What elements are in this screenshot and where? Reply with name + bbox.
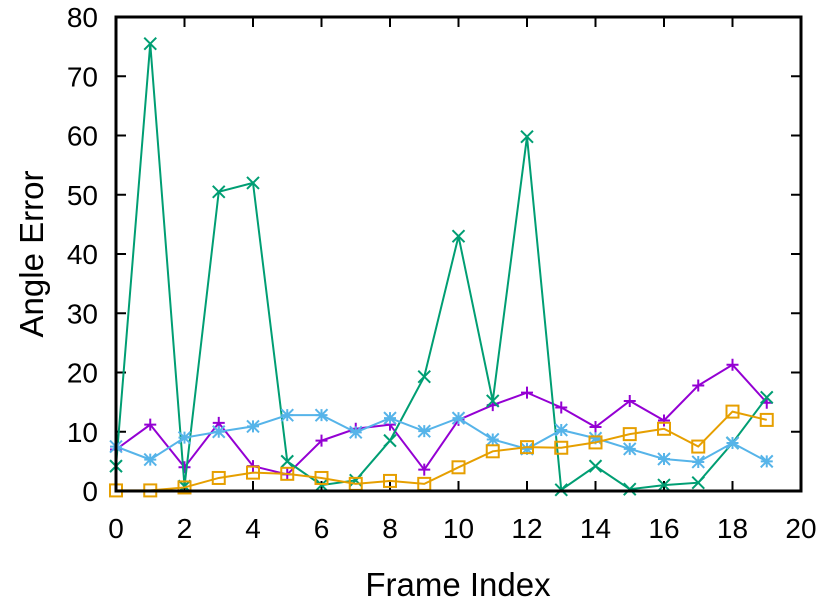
series-square [109, 404, 774, 498]
y-tick-label: 10 [67, 417, 98, 448]
data-point [589, 421, 602, 434]
y-tick-label: 70 [67, 61, 98, 92]
data-point [417, 424, 431, 438]
y-tick-label: 20 [67, 358, 98, 389]
data-point [588, 459, 603, 473]
data-point [280, 466, 295, 481]
series-cross [109, 36, 774, 497]
data-point [451, 460, 466, 475]
x-tick-labels: 0 2 4 6 8 10 12 14 16 18 20 [108, 513, 816, 544]
data-point [657, 478, 671, 492]
data-point [691, 455, 705, 469]
x-tick-label: 18 [717, 513, 748, 544]
y-tick-labels: 0 10 20 30 40 50 60 70 80 [67, 2, 98, 507]
data-point [383, 433, 397, 448]
data-point [520, 440, 534, 455]
x-tick-label: 20 [785, 513, 816, 544]
x-tick-label: 2 [177, 513, 193, 544]
x-tick-label: 8 [382, 513, 398, 544]
data-point [760, 454, 774, 469]
x-tick-label: 12 [511, 513, 542, 544]
data-point [486, 394, 500, 408]
data-point [554, 423, 568, 437]
x-tick-label: 14 [580, 513, 611, 544]
data-point [451, 229, 466, 243]
data-point [692, 379, 705, 392]
data-point [143, 36, 157, 51]
data-point [657, 421, 671, 436]
data-point [177, 480, 192, 495]
y-tick-label: 0 [82, 476, 98, 507]
data-point [486, 432, 500, 447]
data-point [212, 185, 226, 199]
x-tick-label: 6 [314, 513, 330, 544]
data-point [759, 412, 774, 427]
data-point [144, 418, 157, 431]
data-point [246, 176, 260, 190]
y-tick-label: 80 [67, 2, 98, 33]
x-tick-label: 0 [108, 513, 124, 544]
y-tick-label: 50 [67, 180, 98, 211]
y-tick-label: 40 [67, 239, 98, 270]
data-point [314, 470, 329, 485]
data-point [212, 425, 226, 439]
data-point [383, 473, 397, 488]
y-tick-label: 60 [67, 121, 98, 152]
series-layer [109, 36, 774, 498]
data-point [349, 425, 363, 440]
plot-frame [114, 15, 803, 493]
data-point [280, 408, 294, 422]
data-point [622, 427, 637, 442]
data-point [657, 452, 671, 466]
data-point [691, 475, 705, 490]
data-point [760, 390, 774, 405]
x-tick-label: 10 [443, 513, 474, 544]
data-point [383, 411, 397, 425]
y-tick-label: 30 [67, 298, 98, 329]
data-point [211, 470, 226, 485]
y-axis-title: Angle Error [13, 171, 50, 338]
data-point [315, 434, 328, 447]
axis-ticks [116, 17, 801, 491]
data-point [314, 478, 329, 492]
x-tick-label: 16 [648, 513, 679, 544]
x-tick-label: 4 [245, 513, 261, 544]
data-point [554, 440, 569, 455]
data-point [658, 414, 670, 427]
data-point [520, 442, 534, 456]
data-point [623, 482, 637, 496]
series-plus [110, 358, 773, 481]
data-point [485, 444, 500, 459]
data-point [451, 411, 466, 425]
data-point [246, 419, 260, 434]
data-point [178, 461, 191, 474]
data-point [177, 430, 192, 445]
data-point [314, 408, 329, 422]
series-star [109, 408, 774, 469]
data-point [521, 386, 533, 399]
data-point [246, 465, 260, 480]
data-point [691, 439, 706, 454]
data-point [417, 369, 431, 384]
data-point [555, 401, 568, 414]
data-point [726, 358, 739, 371]
data-point [143, 452, 157, 467]
x-axis-title: Frame Index [365, 566, 551, 603]
data-point [623, 394, 636, 407]
data-point [725, 436, 740, 450]
data-point [520, 129, 534, 144]
data-point [280, 454, 294, 469]
data-point [588, 435, 603, 450]
data-point [418, 463, 431, 476]
data-point [588, 431, 603, 445]
data-point [725, 404, 740, 419]
data-point [623, 442, 637, 456]
series-line [115, 43, 768, 492]
